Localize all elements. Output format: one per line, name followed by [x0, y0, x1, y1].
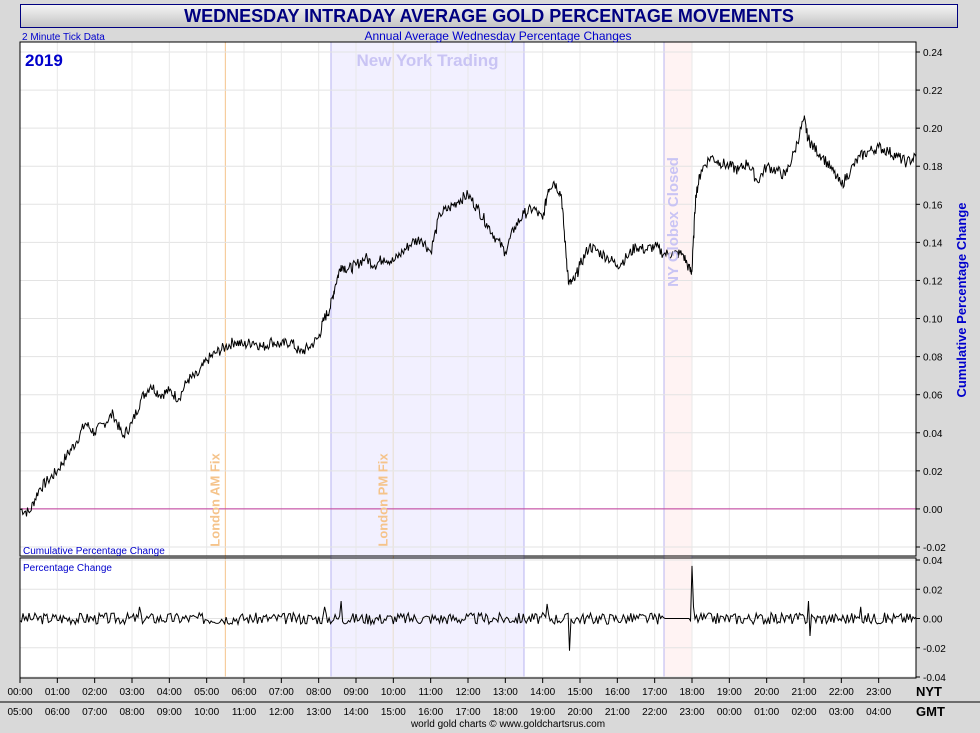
gmt-tick-label: 19:00	[530, 707, 555, 718]
nyt-tick-label: 22:00	[829, 687, 854, 698]
main-y-tick-label: 0.16	[923, 200, 943, 211]
nyt-tick-label: 11:00	[419, 687, 444, 698]
nyt-tick-label: 20:00	[754, 687, 779, 698]
nyt-tick-label: 19:00	[717, 687, 742, 698]
gmt-tick-label: 05:00	[7, 707, 32, 718]
globex-closed-band	[664, 42, 692, 678]
main-y-tick-label: 0.04	[923, 429, 943, 440]
gmt-tick-label: 01:00	[754, 707, 779, 718]
new-york-trading-band	[330, 42, 524, 678]
nyt-tick-label: 05:00	[194, 687, 219, 698]
nyt-tick-label: 07:00	[269, 687, 294, 698]
gmt-tick-label: 18:00	[493, 707, 518, 718]
main-y-tick-label: 0.18	[923, 162, 943, 173]
main-y-tick-label: 0.02	[923, 467, 943, 478]
gmt-tick-label: 06:00	[45, 707, 70, 718]
cumulative-change-line	[19, 115, 917, 517]
main-y-tick-label: 0.22	[923, 86, 943, 97]
lower-y-tick-label: -0.02	[923, 644, 946, 655]
fix-label: London AM Fix	[207, 453, 222, 547]
nyt-tick-label: 01:00	[45, 687, 70, 698]
gmt-tick-label: 17:00	[455, 707, 480, 718]
gmt-tick-label: 16:00	[418, 707, 443, 718]
year-label: 2019	[25, 51, 63, 70]
new-york-trading-label: New York Trading	[356, 51, 498, 70]
nyt-tick-label: 23:00	[866, 687, 891, 698]
gmt-tick-label: 14:00	[343, 707, 368, 718]
main-y-tick-label: 0.08	[923, 353, 943, 364]
gmt-label: GMT	[916, 704, 945, 719]
nyt-tick-label: 12:00	[455, 687, 480, 698]
main-y-tick-label: -0.02	[923, 543, 946, 554]
gmt-tick-label: 03:00	[829, 707, 854, 718]
y-axis-label: Cumulative Percentage Change	[954, 202, 969, 397]
nyt-tick-label: 16:00	[605, 687, 630, 698]
main-y-tick-label: 0.20	[923, 124, 943, 135]
tick-data-note: 2 Minute Tick Data	[22, 32, 105, 43]
main-y-tick-label: 0.24	[923, 48, 943, 59]
gmt-tick-label: 23:00	[679, 707, 704, 718]
nyt-tick-label: 08:00	[306, 687, 331, 698]
main-y-tick-label: 0.12	[923, 276, 943, 287]
lower-y-tick-label: 0.00	[923, 615, 943, 626]
nyt-tick-label: 00:00	[7, 687, 32, 698]
nyt-tick-label: 21:00	[791, 687, 816, 698]
nyt-tick-label: 15:00	[567, 687, 592, 698]
nyt-tick-label: 13:00	[493, 687, 518, 698]
lower-y-tick-label: 0.02	[923, 585, 943, 596]
lower-panel-title: Percentage Change	[23, 563, 112, 574]
lower-y-tick-label: -0.04	[923, 673, 946, 684]
nyt-tick-label: 02:00	[82, 687, 107, 698]
nyt-tick-label: 14:00	[530, 687, 555, 698]
gmt-tick-label: 22:00	[642, 707, 667, 718]
nyt-label: NYT	[916, 684, 942, 699]
gmt-tick-label: 20:00	[567, 707, 592, 718]
gmt-tick-label: 02:00	[791, 707, 816, 718]
gmt-tick-label: 04:00	[866, 707, 891, 718]
nyt-tick-label: 10:00	[381, 687, 406, 698]
gmt-tick-label: 15:00	[381, 707, 406, 718]
nyt-tick-label: 18:00	[679, 687, 704, 698]
gmt-tick-label: 08:00	[119, 707, 144, 718]
gmt-tick-label: 12:00	[269, 707, 294, 718]
gmt-tick-label: 09:00	[157, 707, 182, 718]
gmt-tick-label: 00:00	[717, 707, 742, 718]
gmt-tick-label: 21:00	[605, 707, 630, 718]
nyt-tick-label: 06:00	[231, 687, 256, 698]
percentage-change-line	[19, 565, 917, 651]
lower-y-tick-label: 0.04	[923, 556, 943, 567]
nyt-tick-label: 17:00	[642, 687, 667, 698]
gmt-tick-label: 13:00	[306, 707, 331, 718]
gmt-tick-label: 07:00	[82, 707, 107, 718]
nyt-tick-label: 03:00	[119, 687, 144, 698]
fix-label: London PM Fix	[375, 453, 390, 547]
main-y-tick-label: 0.00	[923, 505, 943, 516]
nyt-tick-label: 09:00	[343, 687, 368, 698]
gmt-tick-label: 10:00	[194, 707, 219, 718]
main-panel-title: Cumulative Percentage Change	[23, 546, 165, 557]
nyt-tick-label: 04:00	[157, 687, 182, 698]
main-y-tick-label: 0.10	[923, 315, 943, 326]
gmt-tick-label: 11:00	[232, 707, 257, 718]
credit-text: world gold charts © www.goldchartsrus.co…	[410, 719, 605, 730]
main-y-tick-label: 0.06	[923, 391, 943, 402]
chart-subtitle: Annual Average Wednesday Percentage Chan…	[364, 29, 631, 43]
chart-title: WEDNESDAY INTRADAY AVERAGE GOLD PERCENTA…	[20, 4, 958, 28]
globex-closed-label: NY Globex Closed	[665, 157, 682, 287]
main-y-tick-label: 0.14	[923, 238, 943, 249]
